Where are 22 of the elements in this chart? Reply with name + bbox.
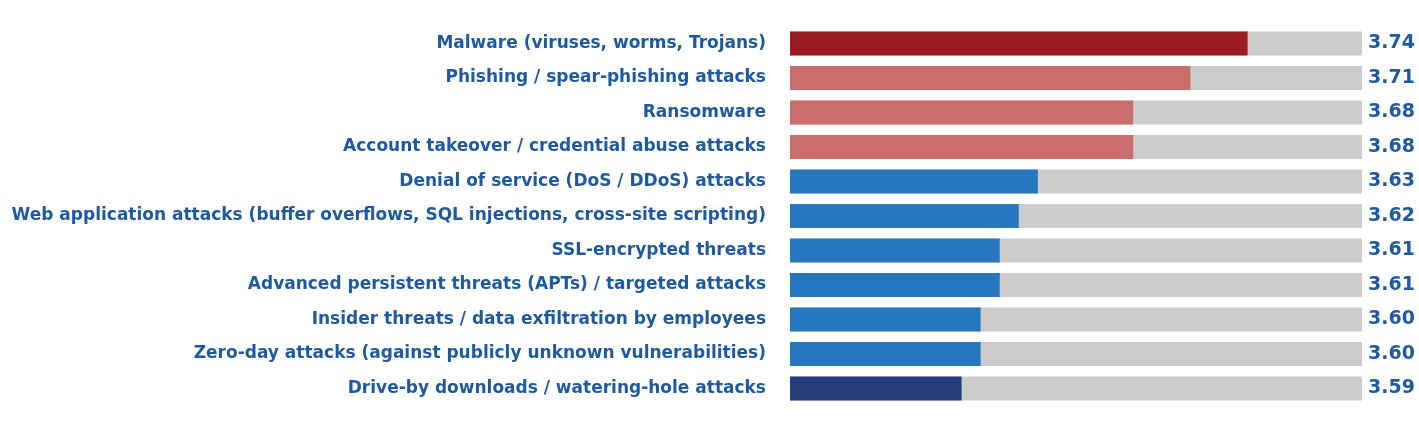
y-tick-label: Zero-day attacks (against publicly unknown vulnerabilities)	[193, 342, 766, 363]
data-label: 3.68	[1368, 99, 1415, 122]
data-label: 3.68	[1368, 133, 1415, 156]
y-tick-label: Denial of service (DoS / DDoS) attacks	[399, 169, 766, 190]
data-label: 3.74	[1368, 30, 1415, 53]
data-label: 3.60	[1368, 340, 1415, 363]
data-label: 3.59	[1368, 375, 1415, 398]
y-tick-label: Malware (viruses, worms, Trojans)	[436, 31, 766, 52]
data-label: 3.63	[1368, 168, 1415, 191]
y-tick-label: Web application attacks (buffer overflows, SQL injections, cross-site scripting)	[11, 204, 766, 225]
data-label: 3.61	[1368, 271, 1415, 294]
y-tick-label: Ransomware	[642, 100, 766, 121]
y-tick-label: Insider threats / data exfiltration by employees	[311, 307, 766, 328]
data-label: 3.71	[1368, 64, 1415, 87]
data-label: 3.60	[1368, 306, 1415, 329]
y-tick-label: Account takeover / credential abuse attacks	[343, 135, 766, 156]
y-tick-label: Phishing / spear-phishing attacks	[445, 66, 766, 87]
data-label: 3.62	[1368, 202, 1415, 225]
data-label: 3.61	[1368, 237, 1415, 260]
y-tick-label: Advanced persistent threats (APTs) / targeted attacks	[247, 273, 766, 294]
y-tick-label: SSL-encrypted threats	[551, 238, 766, 259]
y-tick-label: Drive-by downloads / watering-hole attacks	[347, 376, 766, 397]
